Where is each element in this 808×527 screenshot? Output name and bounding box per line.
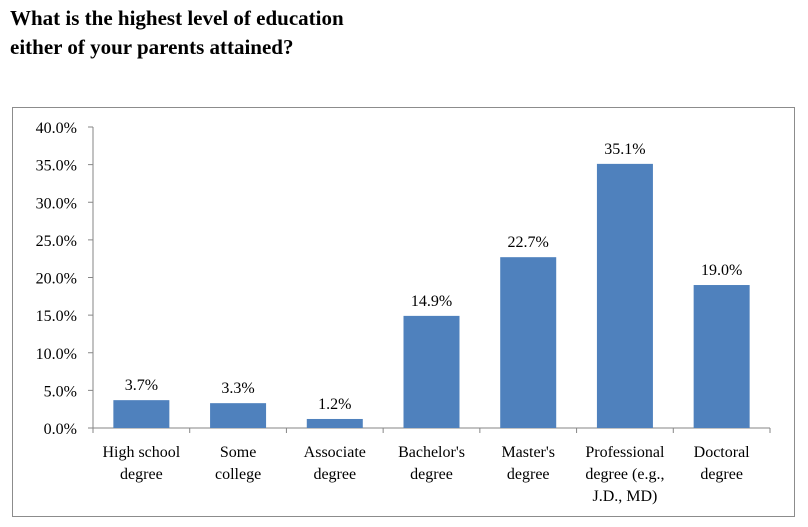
bar (693, 285, 750, 428)
data-label: 22.7% (508, 234, 549, 251)
bar (596, 163, 653, 428)
x-tick-label: Associate degree (304, 444, 366, 483)
x-tick-label: Professional degree (e.g., J.D., MD) (585, 444, 665, 505)
data-label: 3.7% (125, 377, 158, 394)
chart-title: What is the highest level of education e… (10, 4, 344, 62)
data-label: 14.9% (411, 293, 452, 310)
x-tick-label: Bachelor's degree (398, 444, 465, 483)
x-tick-label-line: degree (507, 466, 550, 483)
bar (113, 400, 170, 428)
data-label: 35.1% (604, 141, 645, 158)
bar (306, 418, 363, 428)
y-tick-label: 15.0% (36, 308, 77, 325)
bar (403, 315, 460, 428)
chart-title-line-2: either of your parents attained? (10, 35, 294, 59)
x-tick-label-line: J.D., MD) (592, 488, 657, 505)
y-tick-label: 20.0% (36, 271, 77, 288)
y-tick-label: 30.0% (36, 195, 77, 212)
x-tick-label: Doctoral degree (694, 444, 751, 483)
x-tick-label: Some college (215, 444, 261, 483)
x-tick-label-line: degree (e.g., (585, 466, 664, 483)
x-tick-label-line: Associate (304, 444, 366, 461)
data-label: 19.0% (701, 262, 742, 279)
y-tick-label: 5.0% (44, 383, 77, 400)
x-tick-label-line: High school (102, 444, 180, 461)
y-tick-label: 35.0% (36, 158, 77, 175)
data-label: 1.2% (318, 396, 351, 413)
bar (500, 257, 557, 428)
y-tick-label: 10.0% (36, 346, 77, 363)
x-tick-label-line: Professional (585, 444, 665, 461)
x-tick-label-line: Master's (501, 444, 555, 461)
chart-title-line-1: What is the highest level of education (10, 6, 344, 30)
y-tick-label: 0.0% (44, 421, 77, 438)
x-tick-label-line: college (215, 466, 261, 483)
x-tick-label-line: degree (700, 466, 743, 483)
bar (210, 403, 267, 428)
x-tick-label-line: degree (313, 466, 356, 483)
x-tick-label-line: degree (410, 466, 453, 483)
x-tick-label-line: Doctoral (694, 444, 751, 461)
chart-area (12, 107, 795, 517)
y-tick-label: 40.0% (36, 120, 77, 137)
x-tick-label-line: degree (120, 466, 163, 483)
data-label: 3.3% (221, 380, 254, 397)
x-tick-label-line: Bachelor's (398, 444, 465, 461)
x-tick-label-line: Some (220, 444, 256, 461)
x-tick-label: High school degree (102, 444, 180, 483)
x-tick-label: Master's degree (501, 444, 555, 483)
y-tick-label: 25.0% (36, 233, 77, 250)
